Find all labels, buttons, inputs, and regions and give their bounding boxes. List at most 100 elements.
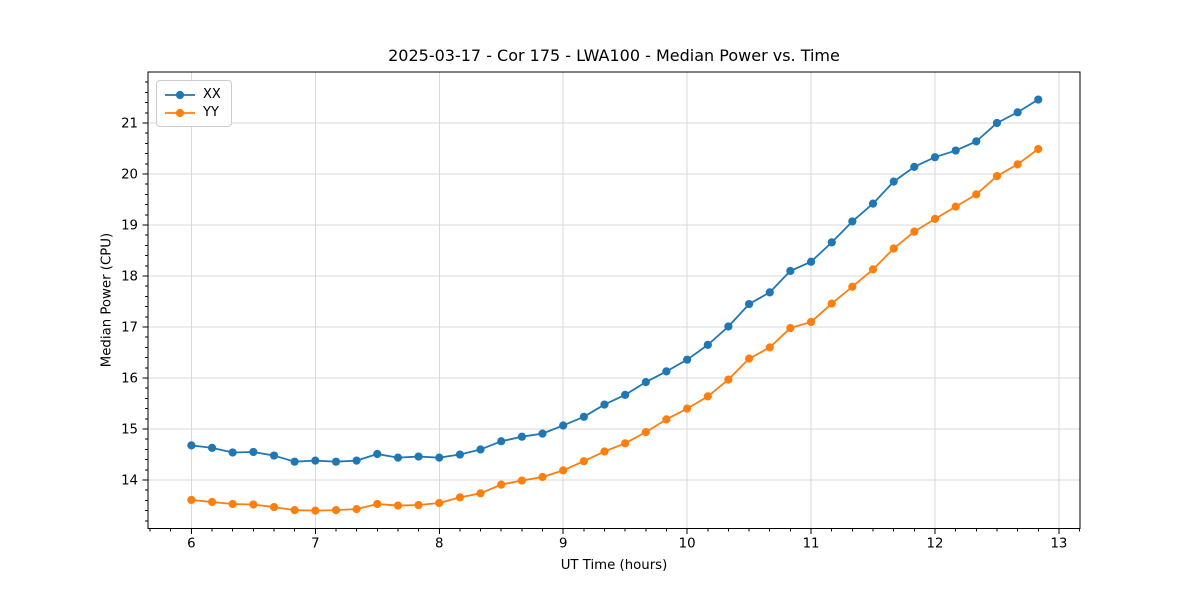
grid-lines: [148, 72, 1080, 529]
series-XX-marker: [559, 421, 568, 430]
chart-title: 2025-03-17 - Cor 175 - LWA100 - Median P…: [388, 46, 840, 65]
series-XX-marker: [910, 162, 919, 171]
series-YY-marker: [744, 354, 754, 363]
legend-marker-YY: [165, 108, 195, 117]
series-XX-marker: [311, 456, 320, 465]
series-XX-marker: [249, 447, 258, 457]
series-YY-marker: [311, 506, 320, 515]
series-XX-line: [190, 98, 1040, 463]
x-axis-label: UT Time (hours): [560, 558, 668, 573]
series-YY-marker: [228, 499, 237, 509]
series-XX-marker: [373, 449, 382, 459]
series-XX-marker: [455, 450, 465, 459]
series-YY-marker: [455, 493, 465, 502]
series-YY-marker: [1013, 160, 1022, 169]
series-XX-marker: [228, 448, 237, 457]
series-YY-marker: [683, 404, 692, 413]
series-XX-marker: [207, 443, 217, 453]
legend-label-XX: XX: [203, 87, 221, 102]
plot-border: [147, 71, 1081, 529]
series-XX-marker: [744, 299, 754, 309]
series-YY-marker: [331, 506, 341, 515]
series-YY-marker: [393, 501, 403, 510]
series-YY-marker: [641, 428, 650, 437]
series-YY-marker: [662, 415, 671, 424]
series-YY-marker: [249, 500, 258, 509]
series-YY-marker: [724, 375, 733, 384]
series-XX-marker: [930, 153, 940, 162]
series-YY: [187, 144, 1043, 515]
series-YY-marker: [621, 439, 630, 448]
x-tick-label: 13: [1050, 537, 1067, 552]
series-YY-marker: [207, 497, 217, 507]
tick-labels: 6 7 8 9 10 11 12 13 14 15 16 17 18 19 20 21: [121, 117, 1067, 552]
series-XX-marker: [414, 452, 423, 461]
series-YY-marker: [517, 476, 527, 485]
series-YY-marker: [806, 317, 816, 327]
series-YY-line: [190, 148, 1040, 512]
series-XX-marker: [683, 355, 692, 364]
x-tick-label: 8: [435, 537, 443, 552]
x-tick-label: 12: [927, 537, 944, 552]
series-XX-marker: [1013, 108, 1022, 117]
legend: XX YY: [156, 80, 232, 127]
x-tick-label: 6: [187, 537, 195, 552]
series-YY-marker: [600, 447, 609, 456]
series-XX-marker: [827, 238, 836, 247]
series-XX-marker: [806, 257, 816, 266]
series-XX-marker: [393, 453, 403, 462]
series-YY-marker: [930, 214, 940, 223]
series-XX-marker: [476, 445, 485, 454]
series-XX-marker: [641, 378, 650, 387]
series-YY-marker: [889, 244, 898, 253]
y-tick-label: 20: [121, 168, 138, 183]
series-XX-marker: [621, 390, 630, 399]
y-tick-label: 16: [121, 372, 138, 387]
y-tick-label: 21: [121, 117, 138, 132]
series-YY-marker: [910, 227, 919, 236]
series-YY-marker: [476, 489, 485, 498]
series-YY-marker: [187, 495, 196, 505]
series-YY-marker: [414, 500, 423, 510]
y-axis-label: Median Power (CPU): [99, 232, 115, 368]
series-YY-marker: [538, 472, 547, 482]
series-YY-marker: [559, 466, 568, 475]
series-YY-marker: [703, 392, 712, 401]
series-YY-marker: [848, 282, 857, 291]
series-YY-marker: [827, 299, 836, 308]
series-YY-marker: [765, 343, 774, 352]
series-YY-marker: [972, 190, 981, 199]
y-tick-label: 19: [121, 219, 138, 234]
series-XX-marker: [331, 457, 341, 466]
series-XX-marker: [703, 340, 712, 349]
series-XX: [187, 95, 1043, 466]
legend-label-YY: YY: [203, 105, 219, 120]
series-YY-marker: [352, 505, 361, 514]
series-XX-marker: [889, 177, 898, 186]
series-XX-marker: [269, 451, 279, 460]
series-XX-marker: [724, 322, 733, 331]
series-YY-marker: [579, 457, 588, 466]
series-XX-marker: [972, 137, 981, 146]
series-XX-marker: [786, 266, 795, 276]
series-YY-marker: [269, 502, 279, 512]
series-YY-marker: [435, 498, 444, 508]
series-XX-marker: [517, 432, 527, 441]
series-XX-marker: [290, 457, 299, 466]
legend-marker-XX: [165, 90, 195, 99]
y-tick-label: 15: [121, 423, 138, 438]
y-tick-label: 17: [121, 321, 138, 336]
series-YY-marker: [1034, 144, 1043, 154]
series-YY-marker: [951, 202, 960, 211]
series-XX-marker: [435, 453, 444, 462]
series-XX-marker: [951, 146, 960, 155]
series-XX-marker: [765, 288, 774, 297]
series-XX-marker: [352, 456, 361, 465]
series-XX-marker: [662, 367, 671, 376]
series-YY-marker: [992, 171, 1002, 181]
series-YY-marker: [868, 265, 878, 274]
series-XX-marker: [992, 118, 1002, 128]
series-XX-marker: [848, 217, 857, 226]
